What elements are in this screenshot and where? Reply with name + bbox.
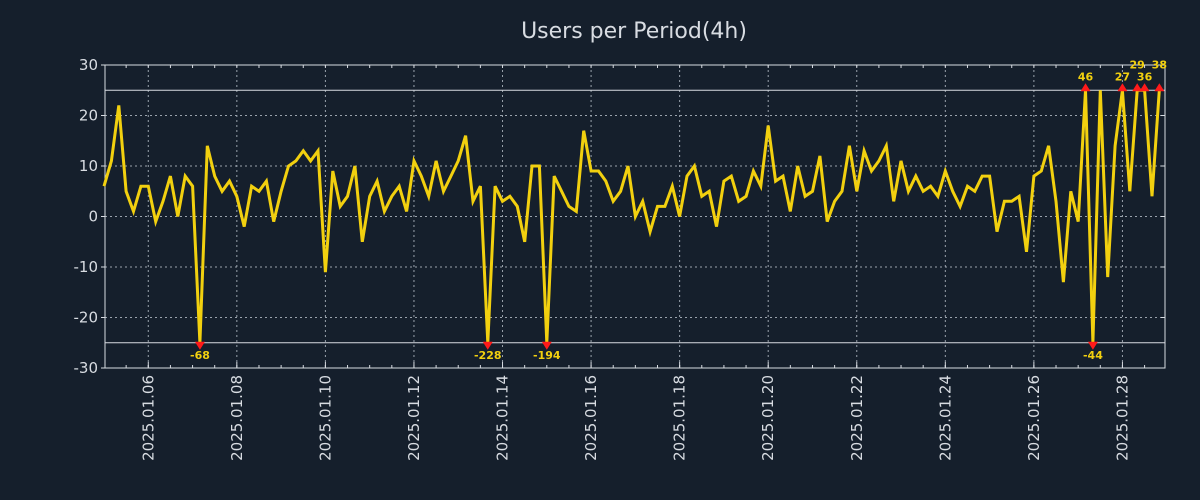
trough-value-label: -68 [190,349,210,362]
series-users [102,88,1161,343]
x-tick-label: 2025.01.28 [1113,375,1131,461]
clip-marker-up [1117,83,1128,92]
grid [105,65,1165,368]
x-tick-label: 2025.01.18 [671,375,689,461]
peak-value-label: 46 [1078,70,1094,83]
clip-marker-down [1087,341,1098,350]
y-tick-label: 30 [79,56,98,74]
x-tick-label: 2025.01.14 [494,375,512,461]
clip-marker-up [1154,83,1165,92]
y-tick-label: 20 [79,107,98,125]
chart-title: Users per Period(4h) [521,19,747,44]
trough-value-label: -44 [1083,349,1103,362]
y-tick-label: -20 [74,309,99,327]
peak-value-label: 38 [1152,58,1167,71]
clip-marker-down [194,341,205,350]
y-tick-label: -10 [74,258,99,276]
x-tick-label: 2025.01.12 [405,375,423,461]
series-line [102,88,1161,343]
peak-value-label: 36 [1137,70,1153,83]
axes: 30 20 10 0 -10 -20 -30 2025.01.06 2025.01.08 2025… [74,56,1166,461]
x-tick-label: 2025.01.08 [228,375,246,461]
clip-marker-up [1139,83,1150,92]
y-tick-label: -30 [74,359,99,377]
clip-marker-down [541,341,552,350]
clip-marker-up [1080,83,1091,92]
x-tick-label: 2025.01.10 [316,375,334,461]
y-tick-label: 10 [79,157,98,175]
peak-value-label: 29 [1130,58,1145,71]
x-tick-label: 2025.01.06 [139,375,157,461]
trough-value-label: -228 [474,349,502,362]
clip-marker-down [482,341,493,350]
y-tick-label: 0 [88,208,98,226]
peak-value-label: 27 [1115,70,1130,83]
x-tick-label: 2025.01.16 [582,375,600,461]
x-tick-label: 2025.01.26 [1025,375,1043,461]
trough-value-label: -194 [533,349,561,362]
clip-marker-up [1132,83,1143,92]
x-tick-label: 2025.01.20 [759,375,777,461]
x-tick-label: 2025.01.24 [936,375,954,461]
x-tick-label: 2025.01.22 [848,375,866,461]
